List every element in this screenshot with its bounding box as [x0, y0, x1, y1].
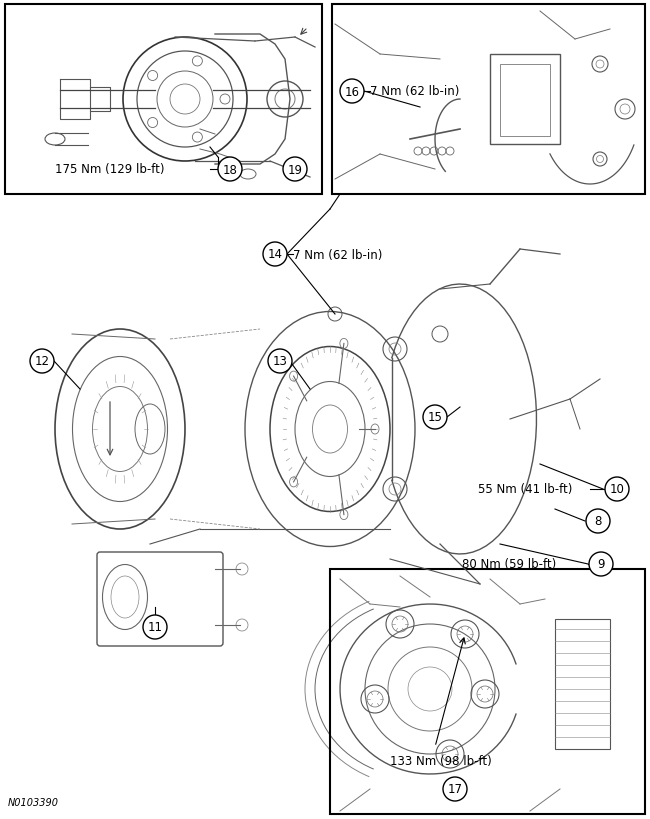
Text: 16: 16 [344, 85, 359, 98]
Bar [5, 5, 322, 195]
Text: 15: 15 [428, 411, 443, 424]
Circle shape [340, 80, 364, 104]
Text: 7 Nm (62 lb-in): 7 Nm (62 lb-in) [370, 85, 460, 98]
Circle shape [443, 777, 467, 801]
Text: 10: 10 [610, 483, 625, 495]
Circle shape [30, 350, 54, 373]
Bar [555, 619, 610, 749]
Circle shape [283, 158, 307, 182]
Text: 175 Nm (129 lb-ft): 175 Nm (129 lb-ft) [55, 163, 164, 176]
Text: N0103390: N0103390 [8, 797, 59, 807]
Text: 11: 11 [148, 621, 162, 634]
Circle shape [218, 158, 242, 182]
Text: 80 Nm (59 lb-ft): 80 Nm (59 lb-ft) [462, 558, 556, 571]
Text: 55 Nm (41 lb-ft): 55 Nm (41 lb-ft) [478, 483, 573, 495]
Circle shape [586, 509, 610, 533]
Bar [490, 55, 560, 145]
Text: 8: 8 [594, 515, 602, 528]
Text: 14: 14 [268, 248, 283, 261]
Bar [330, 569, 645, 814]
Circle shape [423, 405, 447, 429]
Text: 9: 9 [597, 558, 604, 571]
Text: 12: 12 [34, 355, 49, 368]
Text: 133 Nm (98 lb-ft): 133 Nm (98 lb-ft) [390, 754, 492, 767]
Circle shape [143, 615, 167, 639]
Text: 13: 13 [272, 355, 287, 368]
Circle shape [263, 242, 287, 267]
Text: 19: 19 [287, 163, 302, 176]
Bar [332, 5, 645, 195]
Text: 17: 17 [447, 782, 463, 795]
Circle shape [268, 350, 292, 373]
Text: 7 Nm (62 lb-in): 7 Nm (62 lb-in) [293, 248, 382, 261]
Bar [500, 65, 550, 137]
Text: 18: 18 [222, 163, 237, 176]
Circle shape [605, 477, 629, 501]
Circle shape [589, 552, 613, 577]
